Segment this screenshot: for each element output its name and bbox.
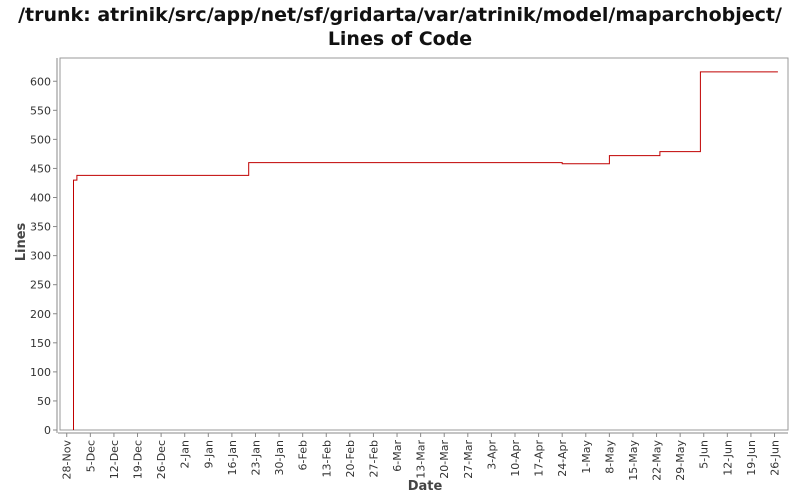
plot-area: 0 50 100 150 200 250 300 350 400 450 500 550 600 28-N… (30, 57, 789, 481)
x-tick-label: 6-Mar (391, 440, 404, 472)
y-tick-label: 350 (30, 221, 51, 234)
x-tick-label: 17-Apr (533, 440, 546, 477)
x-tick-label: 6-Feb (297, 440, 310, 470)
x-axis-label: Date (408, 479, 443, 494)
x-tick-label: 5-Dec (84, 440, 97, 472)
y-tick-label: 250 (30, 279, 51, 292)
x-tick-label: 29-May (674, 440, 687, 481)
y-tick-label: 150 (30, 337, 51, 350)
y-tick-label: 400 (30, 192, 51, 205)
x-tick-label: 19-Jun (745, 440, 758, 476)
chart-title: /trunk: atrinik/src/app/net/sf/gridarta/… (0, 0, 800, 51)
x-tick-label: 24-Apr (556, 440, 569, 477)
x-tick-label: 10-Apr (509, 440, 522, 477)
y-tick-label: 100 (30, 366, 51, 379)
x-tick-label: 12-Dec (108, 440, 121, 479)
x-tick-label: 20-Feb (344, 440, 357, 477)
x-tick-label: 28-Nov (61, 440, 74, 480)
x-tick-label: 22-May (651, 440, 664, 481)
y-tick-label: 0 (44, 424, 51, 437)
chart-title-line-1: /trunk: atrinik/src/app/net/sf/gridarta/… (18, 4, 782, 26)
y-tick-label: 550 (30, 104, 51, 117)
x-tick-label: 27-Feb (367, 440, 380, 477)
x-tick-label: 26-Jun (769, 440, 782, 476)
x-tick-label: 1-May (580, 440, 593, 474)
y-tick-label: 300 (30, 250, 51, 263)
x-tick-label: 19-Dec (132, 440, 145, 479)
x-tick-label: 13-Feb (320, 440, 333, 477)
y-tick-label: 600 (30, 75, 51, 88)
x-tick-label: 15-May (627, 440, 640, 481)
x-tick-label: 8-May (603, 440, 616, 474)
x-tick-label: 27-Mar (462, 440, 475, 479)
x-tick-label: 23-Jan (249, 440, 262, 476)
x-tick-label: 26-Dec (155, 440, 168, 479)
x-tick-label: 30-Jan (273, 440, 286, 476)
x-tick-label: 12-Jun (721, 440, 734, 476)
chart-title-line-2: Lines of Code (327, 28, 473, 50)
x-tick-label: 9-Jan (202, 440, 215, 469)
series-line (73, 71, 778, 430)
x-tick-label: 3-Apr (485, 440, 498, 470)
y-axis-label: Lines (14, 222, 29, 261)
y-tick-label: 450 (30, 162, 51, 175)
y-tick-label: 200 (30, 308, 51, 321)
x-tick-label: 5-Jun (698, 440, 711, 469)
y-tick-label: 500 (30, 133, 51, 146)
x-tick-label: 16-Jan (226, 440, 239, 476)
y-tick-label: 50 (37, 395, 51, 408)
x-tick-label: 2-Jan (179, 440, 192, 469)
plot-frame (59, 57, 789, 431)
x-tick-label: 20-Mar (438, 440, 451, 479)
x-tick-label: 13-Mar (415, 440, 428, 479)
